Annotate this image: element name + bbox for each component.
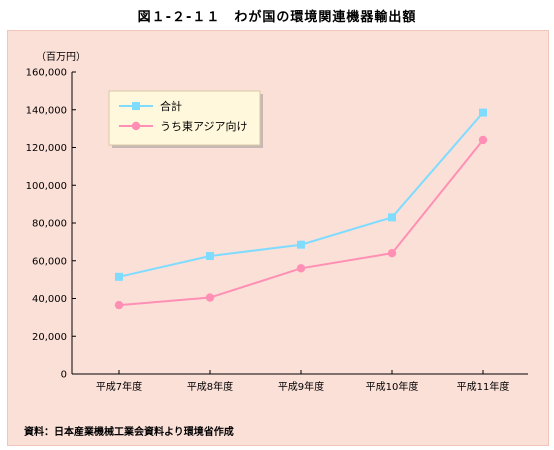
data-point xyxy=(297,240,305,249)
x-tick-label: 平成8年度 xyxy=(187,380,233,393)
y-unit-label: （百万円） xyxy=(36,51,86,63)
y-tick-label: 140,000 xyxy=(26,105,67,116)
axes: 160,000 140,000 120,000 100,000 80,000 60,000… xyxy=(26,68,528,393)
y-tick-label: 120,000 xyxy=(26,143,67,154)
series-markers xyxy=(114,108,488,310)
data-point xyxy=(206,252,214,261)
y-tick-label: 160,000 xyxy=(26,68,67,79)
y-tick-label: 0 xyxy=(61,370,67,381)
data-point xyxy=(114,300,124,310)
legend-marker xyxy=(131,121,141,131)
data-point xyxy=(387,249,397,258)
legend-label: うち東アジア向け xyxy=(160,119,248,133)
legend-box xyxy=(108,90,261,146)
x-tick-label: 平成10年度 xyxy=(366,380,419,393)
figure-title: 図１-２-１１ わが国の環境関連機器輸出額 xyxy=(137,10,417,25)
x-tick-label: 平成9年度 xyxy=(278,380,324,393)
source-note: 資料：日本産業機械工業会資料より環境省作成 xyxy=(24,427,234,438)
data-point xyxy=(205,293,215,302)
y-tick-label: 40,000 xyxy=(32,294,67,305)
data-point xyxy=(115,272,123,281)
y-tick-label: 60,000 xyxy=(32,256,67,267)
chart-panel xyxy=(7,30,549,446)
data-point xyxy=(478,135,488,145)
legend-label: 合計 xyxy=(160,99,182,113)
y-tick-label: 80,000 xyxy=(32,219,67,230)
data-point xyxy=(479,108,487,117)
series-line-1 xyxy=(118,139,484,307)
legend-marker xyxy=(132,102,140,110)
x-tick-label: 平成7年度 xyxy=(96,380,142,393)
y-tick-label: 20,000 xyxy=(32,332,67,343)
data-point xyxy=(296,264,306,273)
x-tick-label: 平成11年度 xyxy=(457,380,510,393)
data-point xyxy=(388,213,396,222)
y-tick-label: 100,000 xyxy=(26,181,67,192)
